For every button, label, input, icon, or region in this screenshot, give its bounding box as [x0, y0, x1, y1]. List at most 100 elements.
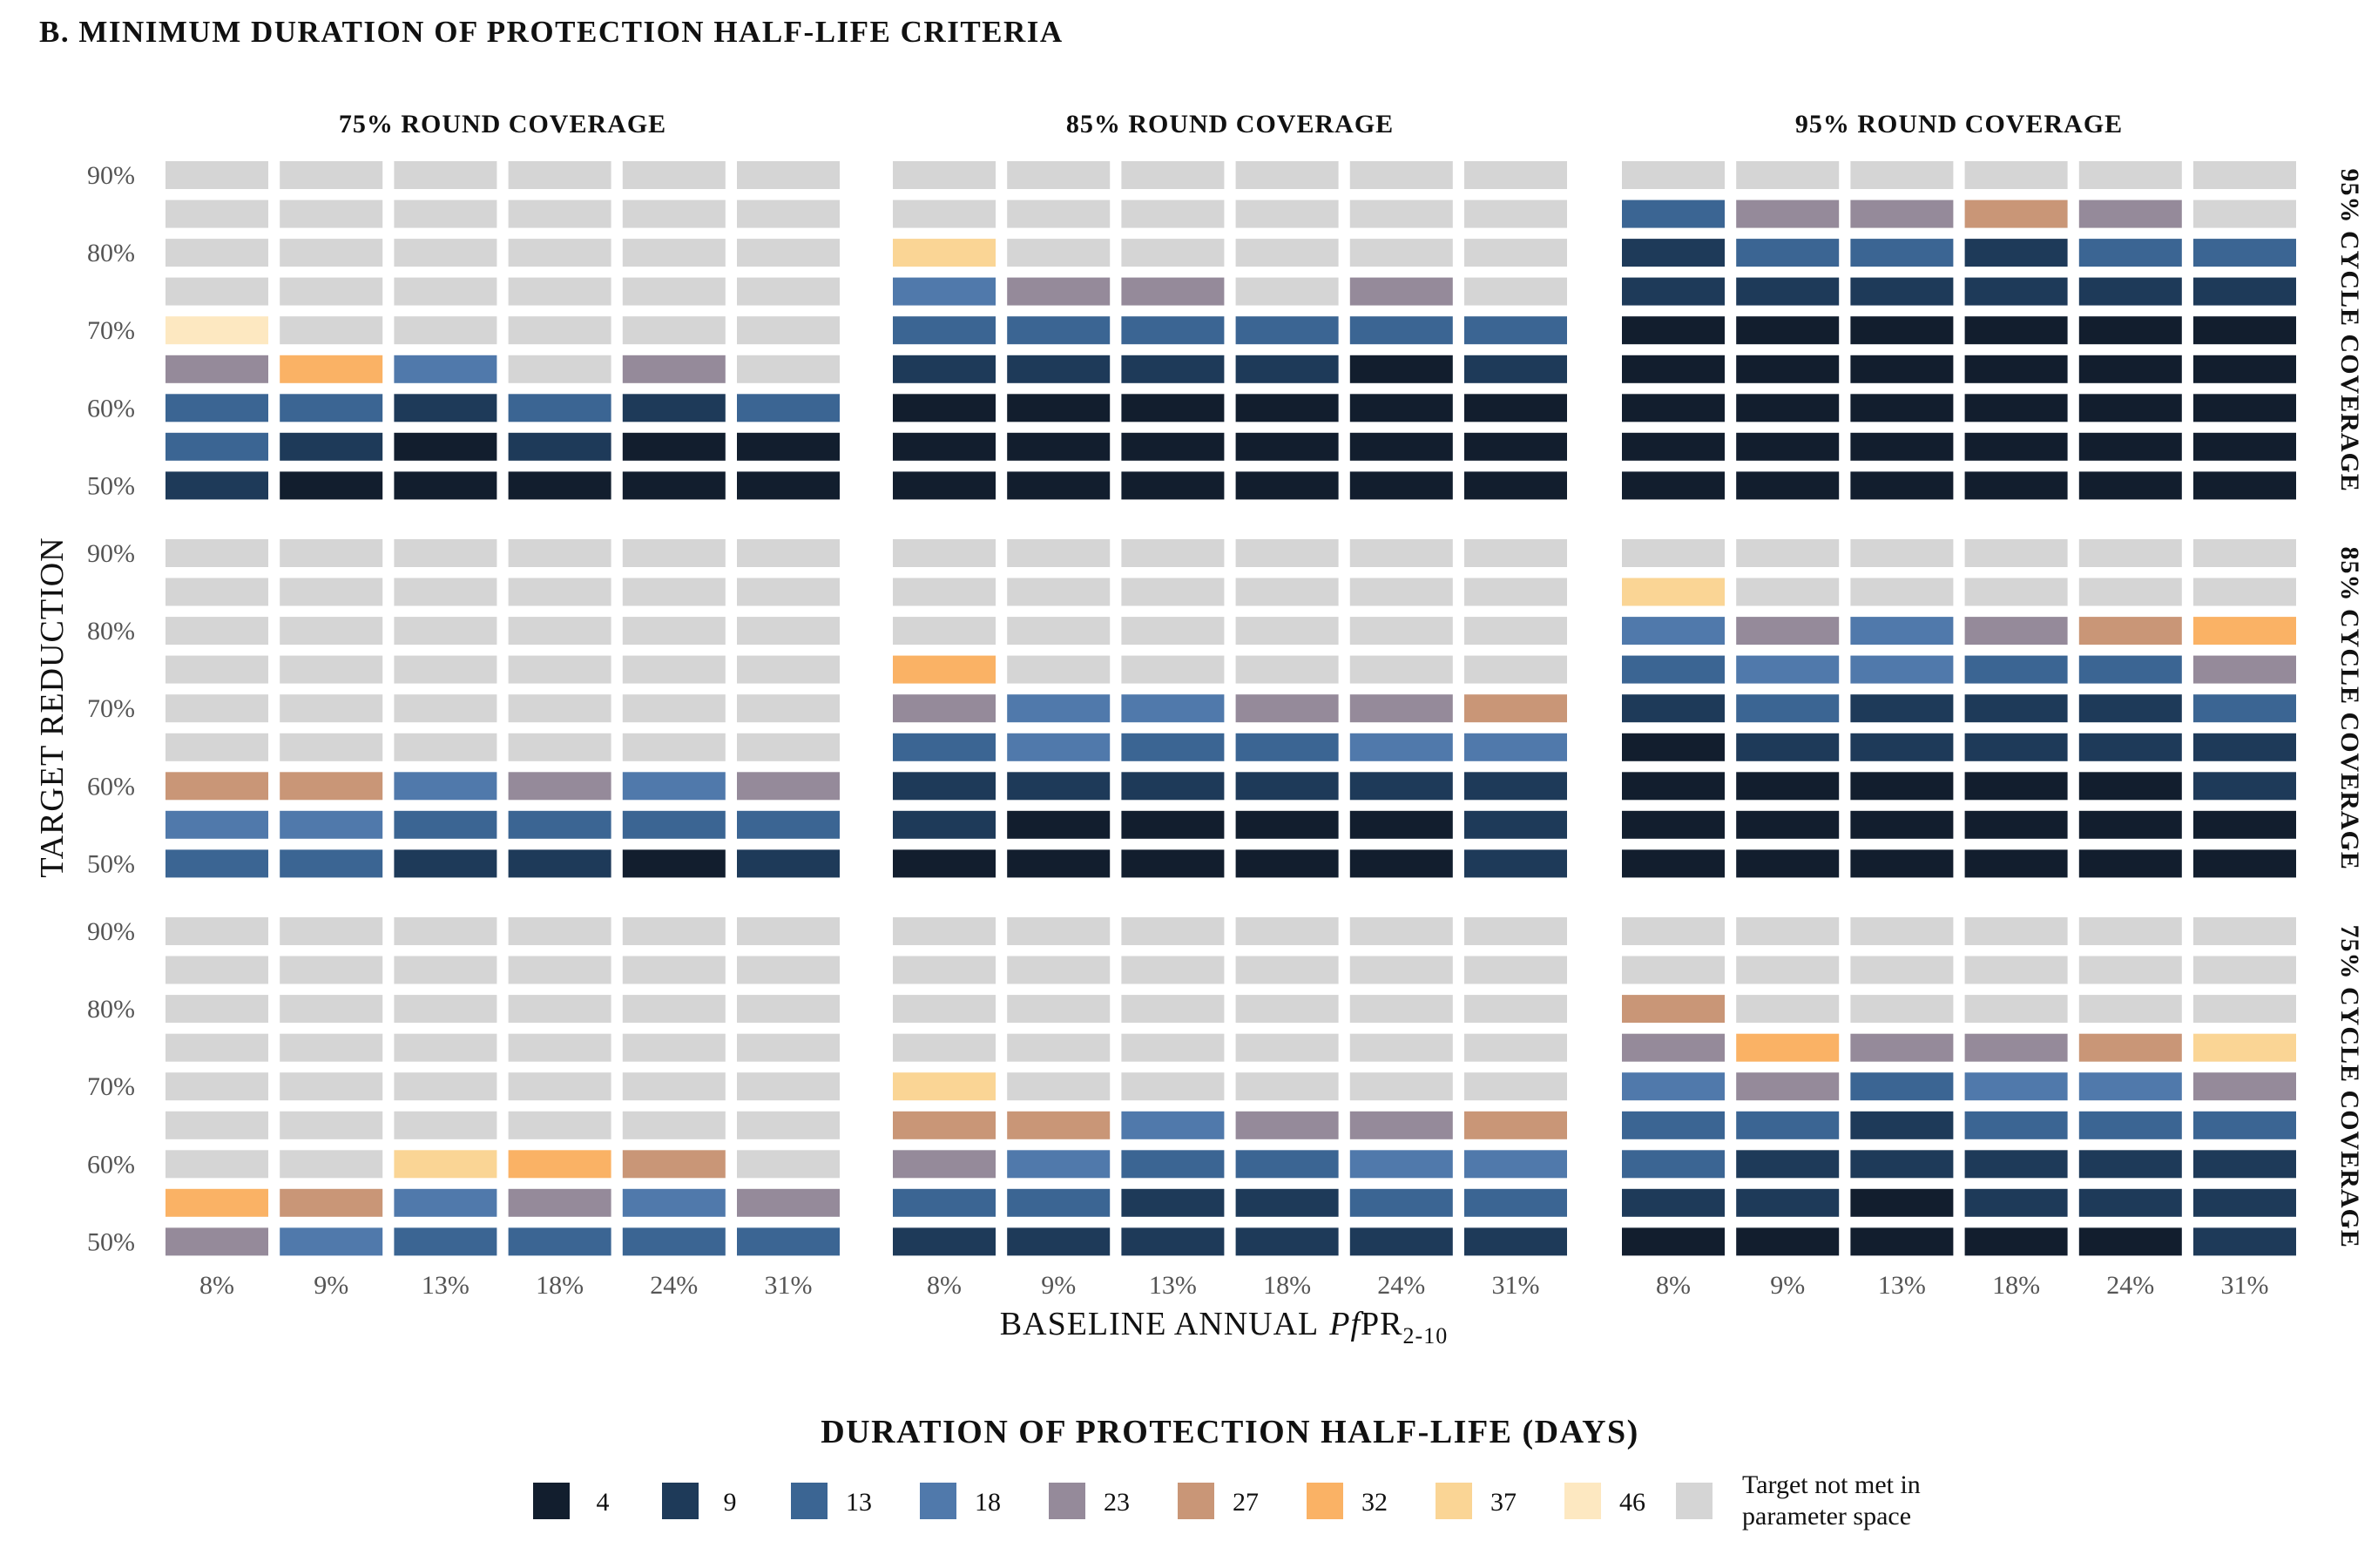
panel-r3-c2 [893, 917, 1567, 1256]
heatmap-cell [1349, 161, 1453, 189]
heatmap-cell [1964, 1072, 2068, 1101]
heatmap-cell [2078, 810, 2182, 839]
x-tick-label: 13% [422, 1271, 470, 1300]
heatmap-cell [1736, 772, 1840, 801]
heatmap-cell [2078, 1188, 2182, 1217]
heatmap-cell [1007, 1033, 1111, 1062]
heatmap-cell [1464, 578, 1567, 606]
heatmap-cell [1464, 161, 1567, 189]
panel-r2-c1 [166, 539, 840, 878]
panel-r2-c2 [893, 539, 1567, 878]
legend-item: Target not met in parameter space [1676, 1470, 1921, 1531]
heatmap-cell [2078, 655, 2182, 684]
heatmap-cell [166, 199, 268, 228]
heatmap-cell [1349, 394, 1453, 422]
heatmap-cell [166, 617, 268, 645]
heatmap-cell [622, 578, 726, 606]
heatmap-cell [1736, 539, 1840, 567]
heatmap-cell [394, 1227, 497, 1256]
heatmap-cell [508, 849, 611, 878]
heatmap-cell [737, 539, 840, 567]
y-tick-label: 70% [87, 1072, 135, 1101]
heatmap-cell [2193, 1072, 2296, 1101]
heatmap-cell [893, 432, 996, 461]
heatmap-cell [1622, 956, 1725, 984]
row-facet-strips: 95% CYCLE COVERAGE 85% CYCLE COVERAGE 75% … [2335, 169, 2364, 1248]
heatmap-cell [1964, 277, 2068, 306]
heatmap-cell [394, 355, 497, 383]
heatmap-cell [1850, 617, 1954, 645]
heatmap-cell [1964, 733, 2068, 761]
heatmap-cell [1349, 655, 1453, 684]
heatmap-cell [1235, 733, 1339, 761]
heatmap-cell [1964, 849, 2068, 878]
heatmap-cell [1235, 694, 1339, 723]
legend-swatch [1564, 1483, 1601, 1519]
heatmap-cell [1007, 995, 1111, 1024]
column-facet-label: 95% ROUND COVERAGE [1795, 110, 2123, 139]
x-tick-label: 31% [2221, 1271, 2269, 1300]
heatmap-cell [1007, 917, 1111, 945]
heatmap-cell [1235, 355, 1339, 383]
heatmap-cell [508, 161, 611, 189]
heatmap-cell [893, 1072, 996, 1101]
heatmap-cell [1736, 849, 1840, 878]
heatmap-cell [622, 1227, 726, 1256]
heatmap-cell [2078, 917, 2182, 945]
heatmap-cell [2078, 239, 2182, 267]
heatmap-cell [166, 578, 268, 606]
heatmap-cell [1736, 995, 1840, 1024]
heatmap-cell [1007, 539, 1111, 567]
heatmap-cell [1850, 849, 1954, 878]
heatmap-cell [394, 617, 497, 645]
heatmap-cell [280, 849, 383, 878]
heatmap-cell [1736, 1188, 1840, 1217]
heatmap-cell [1235, 655, 1339, 684]
legend-label: 37 [1490, 1488, 1517, 1517]
heatmap-cell [1622, 1033, 1725, 1062]
heatmap-cell [280, 355, 383, 383]
heatmap-cell [1007, 199, 1111, 228]
heatmap-cell [1736, 161, 1840, 189]
heatmap-cell [2078, 1072, 2182, 1101]
legend-label: Target not met in [1742, 1470, 1921, 1499]
heatmap-cell [2193, 1227, 2296, 1256]
heatmap-cell [737, 355, 840, 383]
heatmap-cell [394, 694, 497, 723]
heatmap-cell [394, 239, 497, 267]
heatmap-cell [1235, 394, 1339, 422]
heatmap-cell [1464, 772, 1567, 801]
heatmap-cell [394, 1033, 497, 1062]
heatmap-cell [508, 1227, 611, 1256]
row-facet-label: 95% CYCLE COVERAGE [2335, 169, 2364, 492]
heatmap-cell [1964, 995, 2068, 1024]
heatmap-cell [1850, 471, 1954, 500]
heatmap-cell [1349, 849, 1453, 878]
heatmap-cell [166, 539, 268, 567]
heatmap-cell [737, 617, 840, 645]
legend-swatch [662, 1483, 699, 1519]
heatmap-cell [1121, 1033, 1225, 1062]
y-tick-label: 50% [87, 471, 135, 500]
x-axis-label-pr: PR [1361, 1306, 1402, 1342]
heatmap-cell [1464, 239, 1567, 267]
heatmap-cell [1464, 917, 1567, 945]
heatmap-cell [1622, 355, 1725, 383]
heatmap-cell [1235, 1033, 1339, 1062]
heatmap-cell [280, 539, 383, 567]
heatmap-cell [280, 578, 383, 606]
heatmap-cell [2193, 316, 2296, 345]
heatmap-cell [1964, 355, 2068, 383]
heatmap-cell [1464, 1150, 1567, 1179]
heatmap-cell [1121, 810, 1225, 839]
heatmap-cell [1850, 1033, 1954, 1062]
heatmap-cell [1121, 394, 1225, 422]
heatmap-cell [737, 277, 840, 306]
heatmap-cell [1622, 849, 1725, 878]
heatmap-cell [394, 578, 497, 606]
heatmap-cell [1349, 694, 1453, 723]
heatmap-cell [1464, 995, 1567, 1024]
x-axis-label-subscript: 2-10 [1403, 1323, 1449, 1348]
heatmap-cell [1007, 239, 1111, 267]
heatmap-cell [1121, 995, 1225, 1024]
